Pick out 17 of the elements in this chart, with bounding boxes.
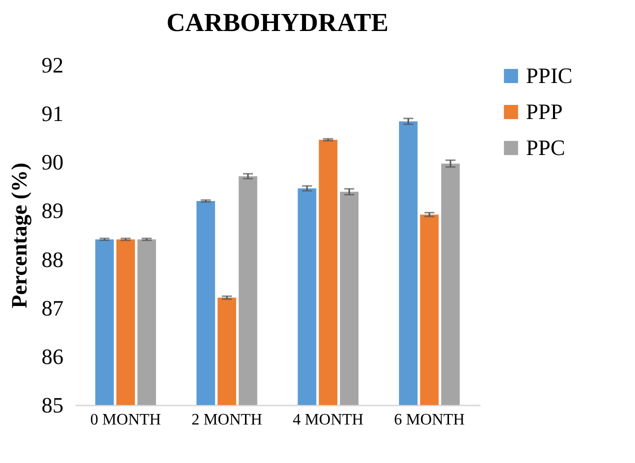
y-tick-label: 87 xyxy=(42,295,64,320)
y-tick-label: 91 xyxy=(42,101,64,126)
y-tick-label: 85 xyxy=(42,392,64,418)
y-tick-label: 90 xyxy=(42,150,64,175)
chart-title: CARBOHYDRATE xyxy=(166,8,388,37)
y-tick-label: 89 xyxy=(42,198,64,224)
y-tick-label: 86 xyxy=(42,344,64,369)
y-tick-label: 92 xyxy=(42,52,64,78)
y-tick-label: 88 xyxy=(42,246,64,272)
x-tick-label: 6 MONTH xyxy=(394,412,466,428)
x-tick-label: 0 MONTH xyxy=(90,412,162,428)
legend-label: PPC xyxy=(526,135,566,160)
legend-label: PPIC xyxy=(526,63,572,88)
legend-label: PPP xyxy=(526,99,563,124)
x-tick-label: 2 MONTH xyxy=(192,412,263,428)
x-tick-label: 4 MONTH xyxy=(292,412,364,428)
y-axis-title: Percentage (%) xyxy=(6,162,32,308)
